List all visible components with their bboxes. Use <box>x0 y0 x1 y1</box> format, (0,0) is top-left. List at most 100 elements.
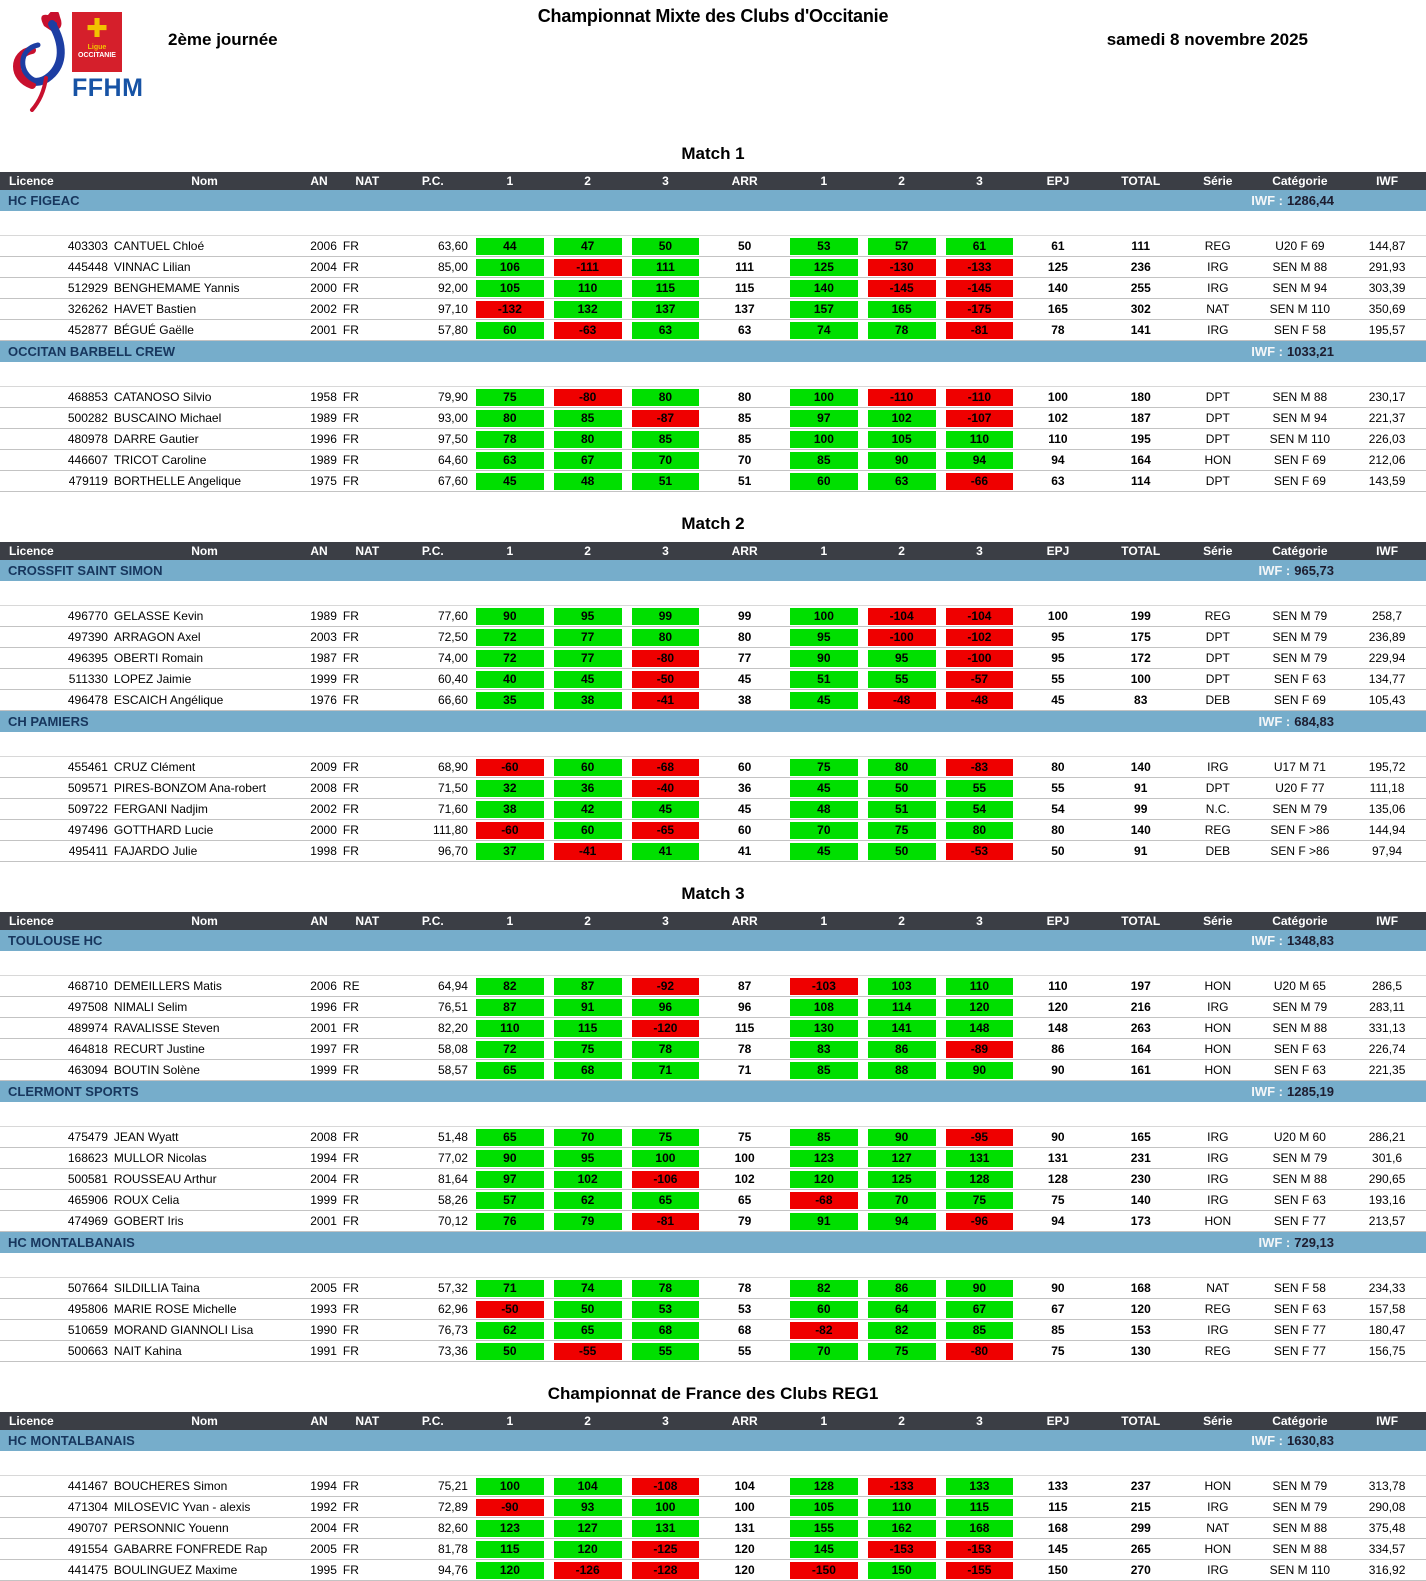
cell-licence: 497390 <box>0 626 111 648</box>
good-lift-cell: 100 <box>789 430 858 448</box>
athlete-row: 475479 JEAN Wyatt 2008 FR 51,48 65 70 75 75 85 90-… <box>0 1126 1426 1148</box>
cell-nom: BUSCAINO Michael <box>110 407 299 429</box>
cell-licence: 496770 <box>0 605 111 627</box>
good-lift-cell: 115 <box>475 1540 544 1558</box>
cell-total: 100 <box>1097 668 1184 690</box>
good-lift-cell: 115 <box>553 1019 622 1037</box>
cell-cleanjerk-3: 61 <box>940 235 1019 257</box>
good-lift-cell: 45 <box>553 670 622 688</box>
failed-lift-cell: -55 <box>553 1342 622 1360</box>
cell-an: 1999 <box>298 1059 340 1081</box>
good-lift-cell: 74 <box>789 321 858 339</box>
failed-lift-cell: -95 <box>945 1128 1014 1146</box>
column-header-3: 3 <box>940 912 1019 930</box>
cell-pc: 94,76 <box>394 1559 471 1581</box>
spacer-row <box>0 732 1426 757</box>
good-lift-cell: 50 <box>867 842 936 860</box>
spacer-row <box>0 1102 1426 1127</box>
failed-lift-cell: -133 <box>867 1477 936 1495</box>
column-header-s-rie: Série <box>1183 172 1252 190</box>
cell-categorie: SEN M 79 <box>1251 996 1349 1018</box>
good-lift-cell: 91 <box>553 998 622 1016</box>
cell-total: 161 <box>1097 1059 1184 1081</box>
iwf-total-value: 1033,21 <box>1287 344 1334 359</box>
cell-an: 1996 <box>298 996 340 1018</box>
good-lift-cell: 62 <box>475 1321 544 1339</box>
good-lift-cell: 110 <box>945 977 1014 995</box>
cell-snatch-3: -87 <box>626 407 705 429</box>
cell-nom: DARRE Gautier <box>110 428 299 450</box>
good-lift-cell: 64 <box>867 1300 936 1318</box>
column-header-s-rie: Série <box>1183 1412 1252 1430</box>
cell-snatch-1: 115 <box>470 1538 549 1560</box>
cell-licence: 500581 <box>0 1168 111 1190</box>
cell-categorie: SEN M 94 <box>1251 277 1349 299</box>
good-lift-cell: 78 <box>475 430 544 448</box>
cell-arr-best: 100 <box>704 1147 785 1169</box>
cell-snatch-1: 38 <box>470 798 549 820</box>
cell-cleanjerk-2: -104 <box>862 605 941 627</box>
cell-total: 173 <box>1097 1210 1184 1232</box>
cell-categorie: SEN M 88 <box>1251 1538 1349 1560</box>
good-lift-cell: 115 <box>631 279 700 297</box>
good-lift-cell: 38 <box>553 691 622 709</box>
cell-snatch-3: 68 <box>626 1319 705 1341</box>
cell-pc: 82,60 <box>394 1517 471 1539</box>
good-lift-cell: 80 <box>631 628 700 646</box>
cell-iwf: 195,57 <box>1348 319 1426 341</box>
failed-lift-cell: -80 <box>631 649 700 667</box>
cell-arr-best: 55 <box>704 1340 785 1362</box>
cell-categorie: SEN M 94 <box>1251 407 1349 429</box>
cell-iwf: 283,11 <box>1348 996 1426 1018</box>
cell-categorie: SEN F >86 <box>1251 840 1349 862</box>
cell-cleanjerk-3: -80 <box>940 1340 1019 1362</box>
column-header-3: 3 <box>940 542 1019 560</box>
good-lift-cell: 100 <box>631 1149 700 1167</box>
cell-epj-best: 90 <box>1018 1126 1098 1148</box>
cell-cleanjerk-1: 157 <box>784 298 863 320</box>
results-table: Licence Nom AN NAT P.C. 1 2 3 ARR 1 2 3 EPJ TOTAL Séri… <box>0 1412 1426 1581</box>
cell-cleanjerk-1: 45 <box>784 689 863 711</box>
failed-lift-cell: -128 <box>631 1561 700 1579</box>
good-lift-cell: 45 <box>789 842 858 860</box>
cell-arr-best: 104 <box>704 1475 785 1497</box>
cell-cleanjerk-2: 127 <box>862 1147 941 1169</box>
athlete-row: 509571 PIRES-BONZOM Ana-robert 2008 FR 71,50… <box>0 777 1426 799</box>
cell-cleanjerk-2: -130 <box>862 256 941 278</box>
athlete-row: 445448 VINNAC Lilian 2004 FR 85,00 106 -111 111… <box>0 256 1426 278</box>
failed-lift-cell: -153 <box>867 1540 936 1558</box>
cell-total: 230 <box>1097 1168 1184 1190</box>
cell-licence: 509722 <box>0 798 111 820</box>
cell-snatch-1: 87 <box>470 996 549 1018</box>
cell-categorie: SEN M 88 <box>1251 256 1349 278</box>
cell-cleanjerk-2: -133 <box>862 1475 941 1497</box>
cell-an: 1987 <box>298 647 340 669</box>
cell-snatch-2: 120 <box>548 1538 627 1560</box>
club-iwf-total: IWF :684,83 <box>1258 714 1334 729</box>
failed-lift-cell: -40 <box>631 779 700 797</box>
cell-epj-best: 150 <box>1018 1559 1098 1581</box>
cell-nom: GOBERT Iris <box>110 1210 299 1232</box>
good-lift-cell: 131 <box>631 1519 700 1537</box>
cell-snatch-3: 100 <box>626 1496 705 1518</box>
cell-nom: NIMALI Selim <box>110 996 299 1018</box>
spacer-row <box>0 1451 1426 1476</box>
cell-snatch-2: 95 <box>548 1147 627 1169</box>
cell-snatch-2: 70 <box>548 1126 627 1148</box>
cell-cleanjerk-1: 75 <box>784 756 863 778</box>
cell-pc: 76,73 <box>394 1319 471 1341</box>
cell-snatch-1: -50 <box>470 1298 549 1320</box>
cell-epj-best: 128 <box>1018 1168 1098 1190</box>
athlete-row: 496395 OBERTI Romain 1987 FR 74,00 72 77 -80 77 9… <box>0 647 1426 669</box>
cell-nom: TRICOT Caroline <box>110 449 299 471</box>
cell-snatch-3: 65 <box>626 1189 705 1211</box>
cell-arr-best: 87 <box>704 975 785 997</box>
cell-cleanjerk-2: 125 <box>862 1168 941 1190</box>
cell-total: 236 <box>1097 256 1184 278</box>
club-name: CLERMONT SPORTS <box>8 1084 139 1099</box>
cell-an: 2004 <box>298 1517 340 1539</box>
ffhm-wordmark: FFHM <box>72 74 144 102</box>
good-lift-cell: 88 <box>867 1061 936 1079</box>
good-lift-cell: 38 <box>475 800 544 818</box>
cell-an: 1989 <box>298 407 340 429</box>
